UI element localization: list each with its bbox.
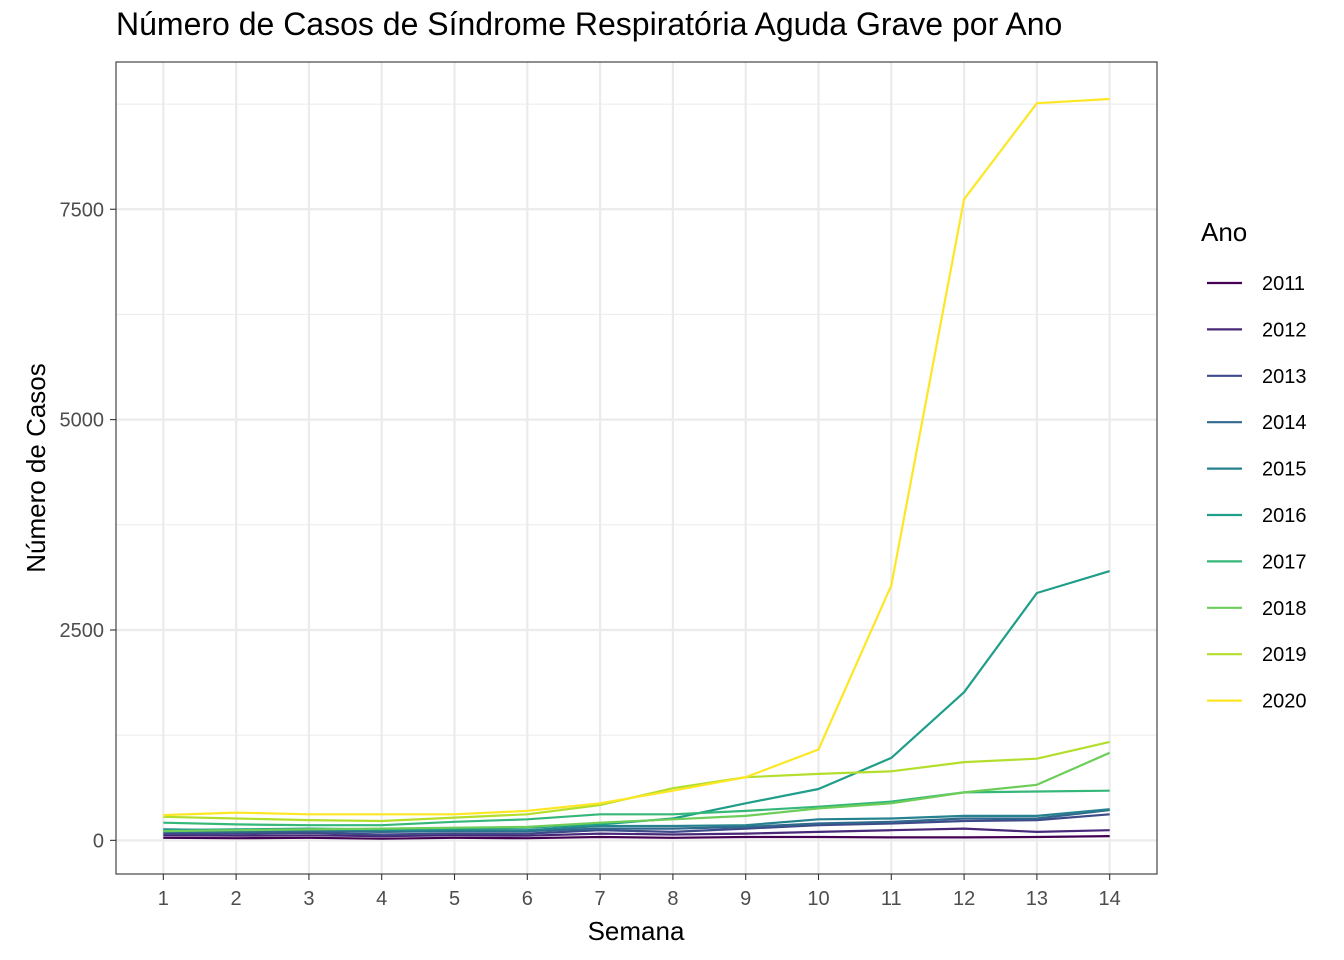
x-tick-label: 9: [740, 888, 751, 910]
series-line-2018: [163, 751, 1111, 833]
x-tick-label: 14: [1099, 888, 1121, 910]
y-tick-label: 0: [93, 830, 104, 852]
x-tick-label: 4: [376, 888, 387, 910]
x-tick-label: 3: [303, 888, 314, 910]
x-tick-label: 12: [953, 888, 975, 910]
x-tick-label: 8: [667, 888, 678, 910]
legend-label-2014: 2014: [1262, 412, 1307, 434]
legend-label-2015: 2015: [1262, 459, 1307, 481]
x-tick-label: 1: [158, 888, 169, 910]
y-tick-label: 7500: [60, 199, 105, 221]
y-axis-title: Número de Casos: [21, 363, 51, 573]
series-line-2012: [163, 827, 1110, 838]
x-tick-label: 10: [807, 888, 829, 910]
legend-label-2016: 2016: [1262, 505, 1307, 527]
legend-label-2018: 2018: [1262, 598, 1307, 620]
series-line-2013: [163, 813, 1110, 836]
series-line-2019: [163, 740, 1110, 823]
y-tick-label: 2500: [60, 620, 105, 642]
x-tick-label: 5: [449, 888, 460, 910]
legend-label-2012: 2012: [1262, 319, 1307, 341]
legend: Ano 2011 2012 2013 2014 2015 2016 2017 2018 2019…: [1201, 217, 1307, 713]
x-tick-label: 6: [522, 888, 533, 910]
legend-label-2013: 2013: [1262, 366, 1307, 388]
legend-label-2020: 2020: [1262, 691, 1307, 713]
series-layer: [163, 97, 1111, 840]
x-tick-label: 11: [881, 888, 902, 910]
chart-title: Número de Casos de Síndrome Respiratória…: [116, 6, 1063, 42]
series-line-2014: [163, 808, 1110, 834]
legend-title: Ano: [1201, 217, 1247, 247]
x-axis-title: Semana: [588, 916, 685, 946]
legend-label-2019: 2019: [1262, 644, 1307, 666]
legend-label-2011: 2011: [1262, 273, 1305, 295]
x-tick-label: 2: [231, 888, 242, 910]
panel-border: [115, 61, 1158, 875]
series-line-2011: [163, 835, 1110, 840]
legend-label-2017: 2017: [1262, 551, 1307, 573]
y-tick-label: 5000: [60, 410, 105, 432]
series-line-2020: [163, 97, 1110, 817]
x-tick-label: 13: [1026, 888, 1048, 910]
grid-layer: [116, 62, 1157, 874]
x-tick-label: 7: [595, 888, 606, 910]
